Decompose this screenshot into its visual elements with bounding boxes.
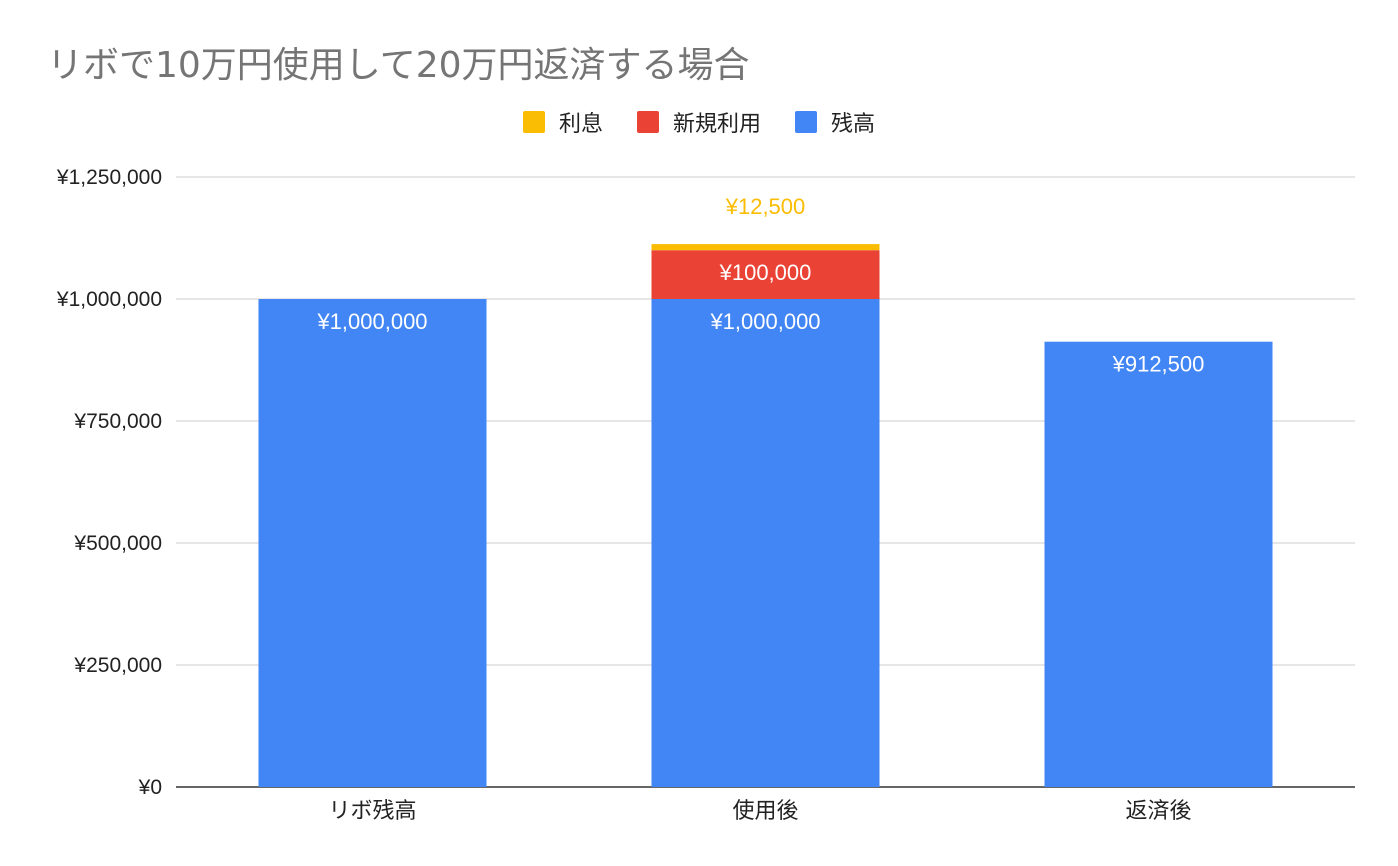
y-tick-label: ¥500,000 (73, 532, 162, 555)
chart-legend: 利息 新規利用 残高 (0, 106, 1398, 138)
y-tick-label: ¥1,000,000 (56, 288, 162, 311)
legend-swatch-new-usage (636, 111, 659, 133)
data-label: ¥100,000 (719, 260, 812, 285)
legend-swatch-interest (522, 111, 545, 133)
y-tick-label: ¥750,000 (73, 410, 162, 433)
chart-title: リボで10万円使用して20万円返済する場合 (47, 45, 750, 86)
legend-label-new-usage: 新規利用 (672, 112, 761, 137)
data-label: ¥1,000,000 (316, 309, 427, 334)
x-tick-label: リボ残高 (328, 799, 416, 824)
x-tick-label: 返済後 (1125, 799, 1191, 824)
y-tick-label: ¥250,000 (73, 654, 162, 677)
data-label: ¥12,500 (725, 194, 806, 219)
legend-item-balance: 残高 (795, 106, 875, 138)
legend-label-interest: 利息 (558, 112, 603, 137)
bar-segment (651, 244, 880, 251)
legend-swatch-balance (795, 111, 817, 133)
bar-segment (651, 250, 880, 299)
legend-item-new-usage: 新規利用 (636, 106, 761, 138)
bar-segment (1044, 341, 1273, 787)
data-label: ¥912,500 (1112, 352, 1205, 377)
bar-segment (258, 299, 487, 787)
x-tick-label: 使用後 (732, 799, 798, 824)
legend-label-balance: 残高 (831, 112, 876, 137)
data-label: ¥1,000,000 (709, 309, 820, 334)
legend-item-interest: 利息 (522, 106, 603, 138)
y-tick-label: ¥0 (138, 776, 162, 799)
bar-segment (651, 299, 880, 787)
y-tick-label: ¥1,250,000 (56, 166, 162, 189)
